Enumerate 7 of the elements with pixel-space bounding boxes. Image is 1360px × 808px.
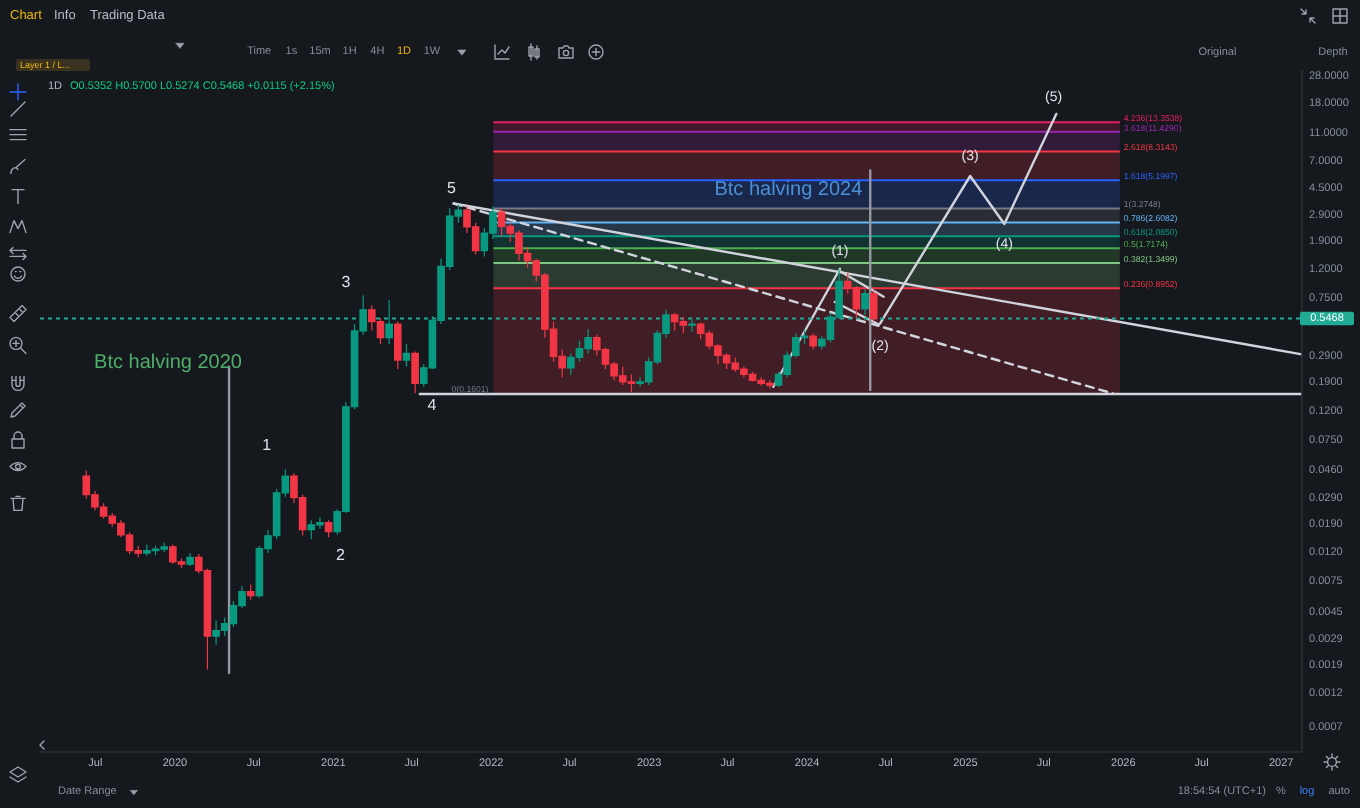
annotation: 1: [262, 436, 273, 455]
annotation: Btc halving 2024: [714, 179, 864, 202]
annotation: 2: [336, 545, 347, 564]
annotation: 5: [446, 179, 457, 198]
annotation: Btc halving 2020: [94, 352, 243, 375]
annotation: 3: [341, 272, 352, 291]
annotation: 4: [427, 396, 438, 415]
